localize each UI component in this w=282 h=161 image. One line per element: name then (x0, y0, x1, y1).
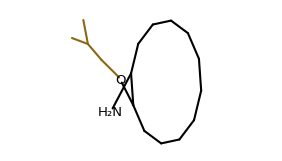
Text: O: O (115, 74, 126, 86)
Text: H₂N: H₂N (98, 105, 123, 118)
